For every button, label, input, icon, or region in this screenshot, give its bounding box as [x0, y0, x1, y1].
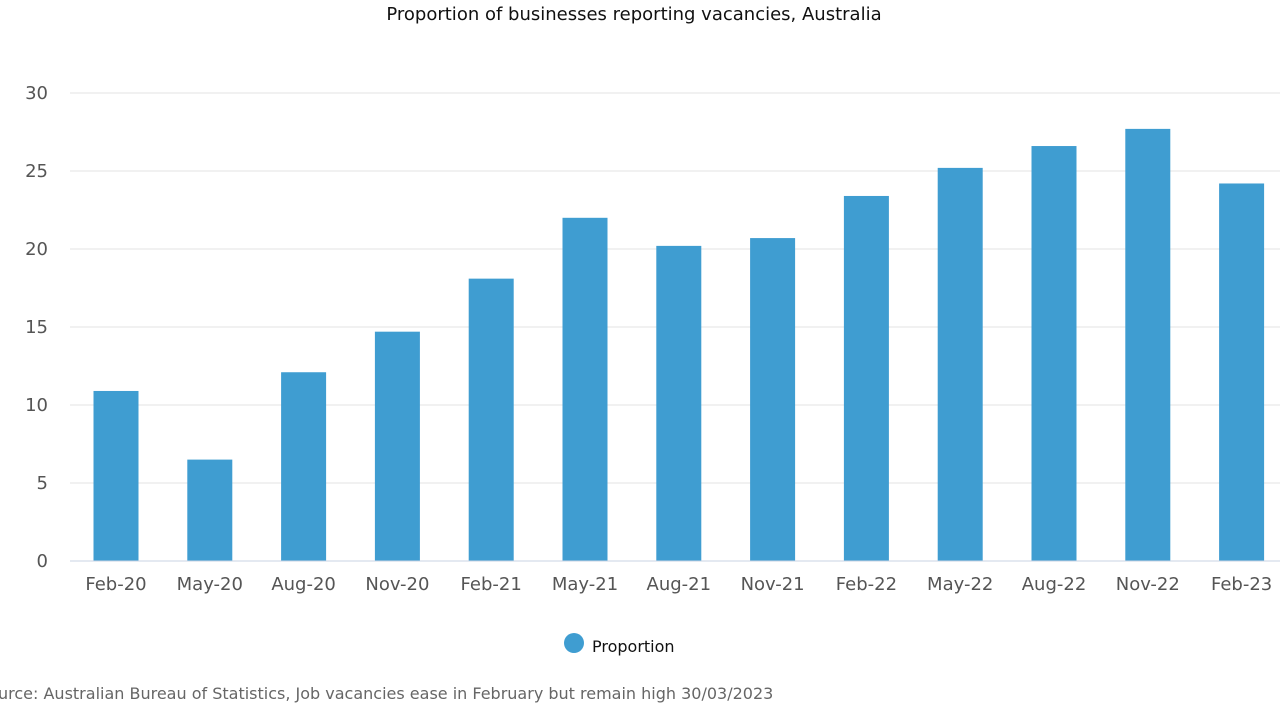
y-axis-ticks: 0 5 10 15 20 25 30	[25, 83, 48, 572]
x-tick-label: Feb-22	[836, 574, 897, 595]
x-tick-label: May-20	[177, 574, 243, 595]
source-note: urce: Australian Bureau of Statistics, J…	[0, 684, 773, 703]
bar-may-21[interactable]	[562, 217, 608, 562]
y-tick-label: 0	[37, 551, 48, 572]
bar-nov-22[interactable]	[1125, 128, 1171, 561]
x-tick-label: Feb-23	[1211, 574, 1272, 595]
bar-feb-21[interactable]	[468, 278, 514, 561]
x-tick-label: May-21	[552, 574, 618, 595]
y-tick-label: 5	[37, 473, 48, 494]
bar-nov-21[interactable]	[750, 238, 796, 561]
legend[interactable]: Proportion	[564, 633, 675, 656]
y-tick-label: 20	[25, 239, 48, 260]
x-tick-label: Feb-20	[85, 574, 146, 595]
bar-feb-20[interactable]	[93, 390, 139, 561]
legend-label-proportion: Proportion	[592, 637, 675, 656]
x-axis-ticks: Feb-20 May-20 Aug-20 Nov-20 Feb-21 May-21 Aug-…	[85, 574, 1272, 595]
x-tick-label: Nov-20	[365, 574, 429, 595]
bar-nov-20[interactable]	[374, 331, 420, 561]
x-tick-label: Nov-21	[741, 574, 805, 595]
x-tick-label: Feb-21	[461, 574, 522, 595]
bar-may-20[interactable]	[187, 459, 233, 561]
bar-feb-23[interactable]	[1219, 183, 1265, 562]
x-tick-label: Aug-20	[271, 574, 336, 595]
bar-aug-20[interactable]	[281, 372, 327, 561]
x-tick-label: Aug-21	[647, 574, 712, 595]
bar-feb-22[interactable]	[843, 195, 889, 561]
x-tick-label: Nov-22	[1116, 574, 1180, 595]
bars	[93, 128, 1265, 562]
y-tick-label: 10	[25, 395, 48, 416]
legend-swatch-proportion	[564, 633, 584, 653]
x-tick-label: May-22	[927, 574, 993, 595]
bar-aug-21[interactable]	[656, 245, 702, 561]
bar-aug-22[interactable]	[1031, 146, 1077, 562]
y-tick-label: 15	[25, 317, 48, 338]
y-tick-label: 25	[25, 161, 48, 182]
bar-may-22[interactable]	[937, 167, 983, 561]
x-tick-label: Aug-22	[1022, 574, 1087, 595]
y-tick-label: 30	[25, 83, 48, 104]
chart-title: Proportion of businesses reporting vacan…	[386, 4, 881, 25]
